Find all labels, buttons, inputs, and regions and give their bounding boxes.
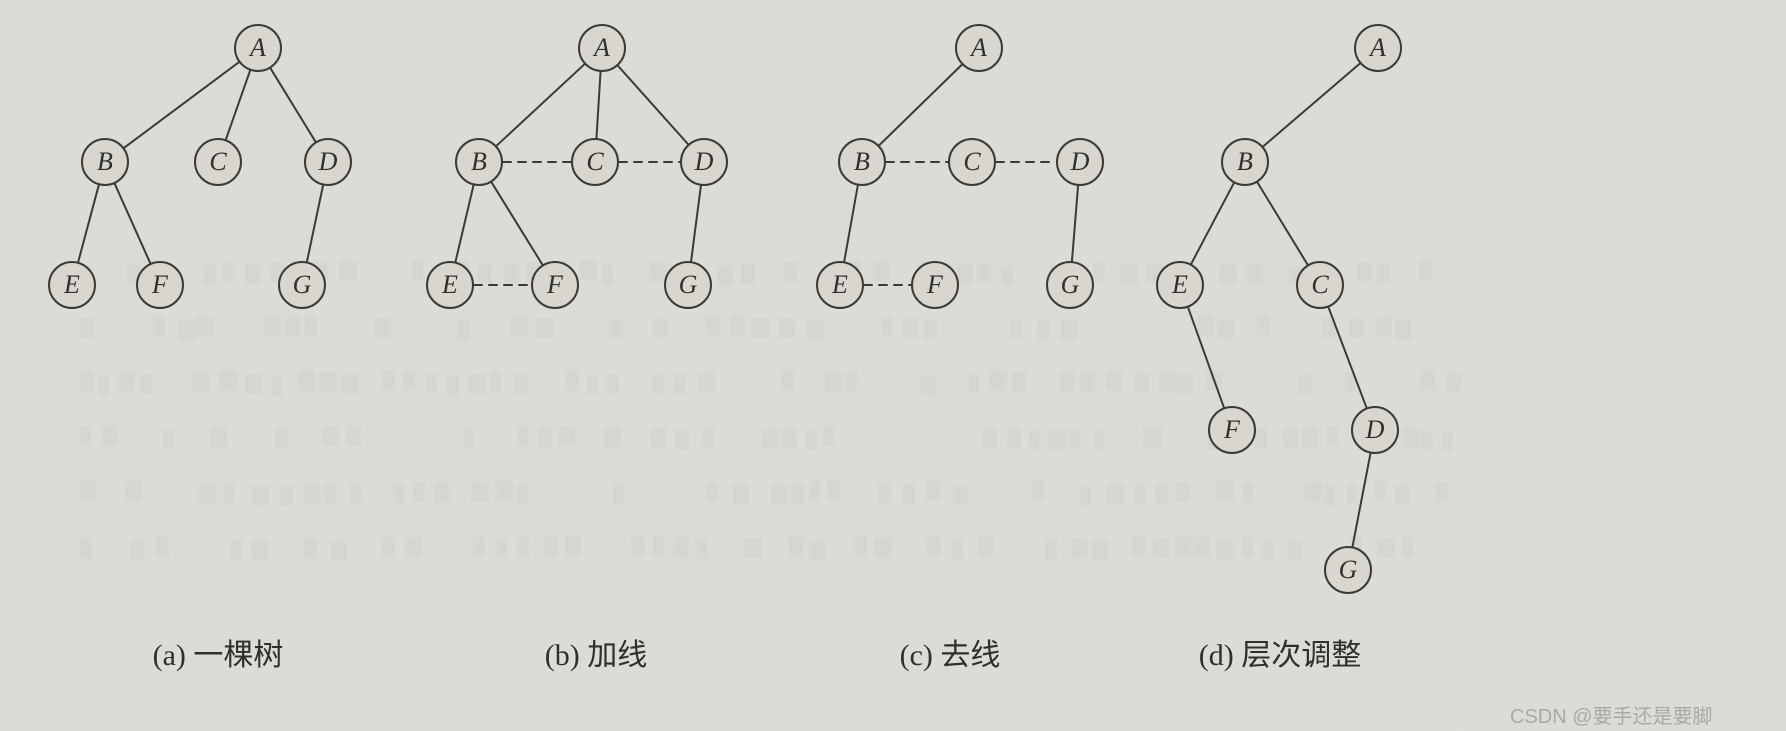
node-label: B bbox=[854, 147, 870, 177]
caption-d: (d) 层次调整 bbox=[1199, 630, 1361, 674]
node-d-C: C bbox=[1296, 261, 1344, 309]
node-c-F: F bbox=[911, 261, 959, 309]
node-label: B bbox=[97, 147, 113, 177]
node-label: C bbox=[586, 147, 603, 177]
node-a-C: C bbox=[194, 138, 242, 186]
node-label: G bbox=[679, 270, 698, 300]
paper-background bbox=[0, 0, 1786, 731]
node-label: B bbox=[471, 147, 487, 177]
node-c-G: G bbox=[1046, 261, 1094, 309]
node-a-F: F bbox=[136, 261, 184, 309]
node-label: A bbox=[250, 33, 266, 63]
node-d-B: B bbox=[1221, 138, 1269, 186]
node-label: A bbox=[594, 33, 610, 63]
node-a-G: G bbox=[278, 261, 326, 309]
node-label: D bbox=[1071, 147, 1090, 177]
node-a-E: E bbox=[48, 261, 96, 309]
node-label: F bbox=[1224, 415, 1240, 445]
node-c-D: D bbox=[1056, 138, 1104, 186]
node-label: C bbox=[209, 147, 226, 177]
node-a-B: B bbox=[81, 138, 129, 186]
node-label: E bbox=[442, 270, 458, 300]
node-d-A: A bbox=[1354, 24, 1402, 72]
node-b-F: F bbox=[531, 261, 579, 309]
node-c-B: B bbox=[838, 138, 886, 186]
node-b-D: D bbox=[680, 138, 728, 186]
node-label: E bbox=[64, 270, 80, 300]
node-label: E bbox=[1172, 270, 1188, 300]
caption-a: (a) 一棵树 bbox=[153, 630, 284, 674]
node-b-G: G bbox=[664, 261, 712, 309]
node-label: A bbox=[971, 33, 987, 63]
node-label: A bbox=[1370, 33, 1386, 63]
node-a-D: D bbox=[304, 138, 352, 186]
caption-c: (c) 去线 bbox=[900, 630, 1001, 674]
node-label: D bbox=[1366, 415, 1385, 445]
node-label: G bbox=[293, 270, 312, 300]
node-d-F: F bbox=[1208, 406, 1256, 454]
node-b-E: E bbox=[426, 261, 474, 309]
node-d-D: D bbox=[1351, 406, 1399, 454]
node-c-E: E bbox=[816, 261, 864, 309]
node-c-A: A bbox=[955, 24, 1003, 72]
node-b-B: B bbox=[455, 138, 503, 186]
node-d-E: E bbox=[1156, 261, 1204, 309]
caption-b: (b) 加线 bbox=[545, 630, 647, 674]
node-label: C bbox=[1311, 270, 1328, 300]
csdn-watermark: CSDN @要手还是要脚 bbox=[1510, 700, 1713, 729]
node-label: G bbox=[1061, 270, 1080, 300]
node-label: F bbox=[152, 270, 168, 300]
node-b-C: C bbox=[571, 138, 619, 186]
node-label: G bbox=[1339, 555, 1358, 585]
node-c-C: C bbox=[948, 138, 996, 186]
node-label: D bbox=[319, 147, 338, 177]
node-b-A: A bbox=[578, 24, 626, 72]
node-label: F bbox=[547, 270, 563, 300]
node-a-A: A bbox=[234, 24, 282, 72]
node-label: B bbox=[1237, 147, 1253, 177]
node-label: F bbox=[927, 270, 943, 300]
node-label: C bbox=[963, 147, 980, 177]
node-label: D bbox=[695, 147, 714, 177]
node-label: E bbox=[832, 270, 848, 300]
node-d-G: G bbox=[1324, 546, 1372, 594]
